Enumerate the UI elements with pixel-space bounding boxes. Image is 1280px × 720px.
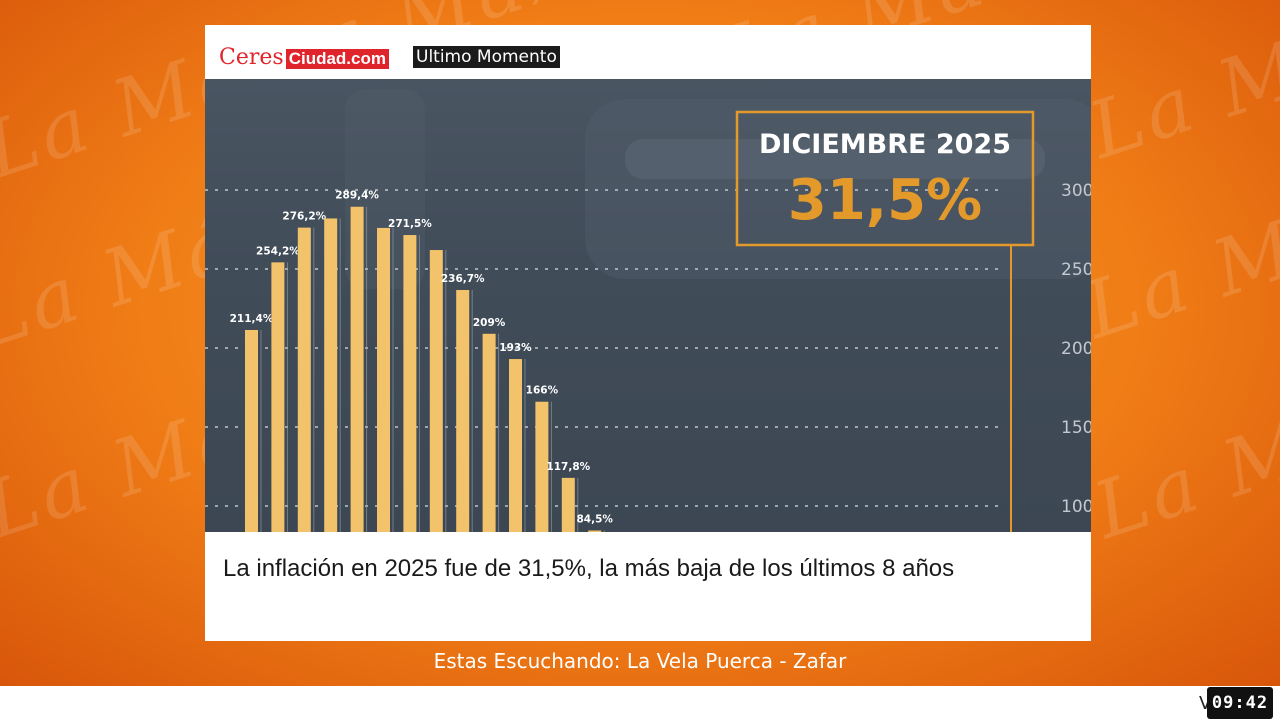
- infographic-image: 300 250 200 150 100 211,4% 254,2% 276,2% 289,4% 2…: [205, 79, 1091, 532]
- logo-ciudad-text: Ciudad.com: [285, 49, 389, 69]
- bar-value-label: 166%: [526, 385, 559, 397]
- axis-tick-label: 200: [1061, 339, 1091, 359]
- chart-bar: [245, 329, 258, 532]
- axis-tick-label: 250: [1061, 260, 1091, 280]
- bar-value-label: 271,5%: [388, 218, 432, 230]
- bottom-bar: [0, 686, 1280, 720]
- site-logo: Ceres Ciudad.com: [219, 45, 389, 69]
- chart-bar: [535, 401, 549, 532]
- chart-bar: [271, 262, 285, 532]
- bar-value-label: 289,4%: [335, 190, 379, 202]
- chart-bar: [482, 333, 496, 532]
- chart-bar: [456, 290, 470, 532]
- watermark-logo: La Máx: [1078, 0, 1280, 177]
- chart-bar: [377, 227, 390, 532]
- now-playing-ticker: Estas Escuchando: La Vela Puerca - Zafar: [433, 649, 847, 673]
- axis-tick-label: 300: [1061, 181, 1091, 201]
- highlight-box-title: DICIEMBRE 2025: [759, 129, 1011, 160]
- section-badge: Ultimo Momento: [413, 46, 560, 68]
- clock-display: 09:42: [1207, 687, 1273, 719]
- inflation-bar-infographic: 300 250 200 150 100 211,4% 254,2% 276,2% 289,4% 2…: [205, 89, 1091, 532]
- chart-bar: [403, 235, 417, 532]
- news-card: Ceres Ciudad.com Ultimo Momento 300 250 20…: [205, 25, 1091, 641]
- background-machine-shape: [625, 139, 1045, 179]
- highlight-box: [735, 110, 1035, 247]
- chart-bar: [324, 218, 338, 532]
- card-header: Ceres Ciudad.com Ultimo Momento: [205, 25, 1091, 79]
- bar-value-label: 209%: [473, 317, 506, 329]
- chart-bar: [297, 227, 311, 532]
- chart-bar: [429, 250, 443, 532]
- background-machine-shape: [585, 99, 1091, 279]
- axis-tick-label: 150: [1061, 418, 1091, 438]
- chart-bar: [350, 206, 364, 532]
- chart-bar: [588, 530, 602, 532]
- bar-value-label: 84,5%: [576, 513, 613, 525]
- bar-value-label: 254,2%: [256, 245, 300, 257]
- bar-value-label: 117,8%: [546, 461, 590, 473]
- stream-background: La Máx La Máx La Máx La Máx La Máx La Má…: [0, 0, 1280, 686]
- highlight-box-value: 31,5%: [788, 168, 982, 233]
- watermark-logo: La Máx: [1073, 173, 1280, 357]
- chart-bar: [561, 477, 575, 532]
- bar-value-label: 276,2%: [282, 211, 326, 223]
- bar-value-label: 236,7%: [441, 273, 485, 285]
- axis-tick-label: 100: [1061, 497, 1091, 517]
- article-headline: La inflación en 2025 fue de 31,5%, la má…: [223, 555, 955, 582]
- logo-ceres-text: Ceres: [219, 45, 284, 70]
- bar-value-label: 211,4%: [230, 313, 274, 325]
- chart-bar: [509, 359, 522, 532]
- watermark-logo: La Máx: [1083, 373, 1280, 557]
- bar-value-label: 193%: [499, 342, 532, 354]
